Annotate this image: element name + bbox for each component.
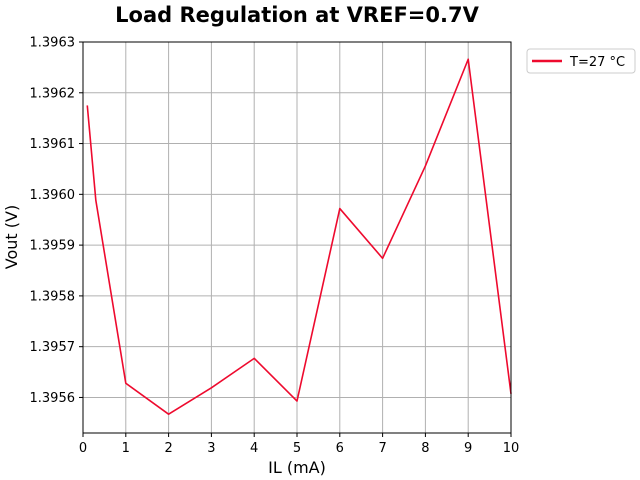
grid <box>82 41 512 433</box>
data-point <box>296 400 298 402</box>
legend-box <box>526 48 636 74</box>
y-tick-label: 1.3959 <box>30 239 76 254</box>
y-tick-label: 1.3963 <box>30 36 76 51</box>
data-point <box>424 165 426 167</box>
data-point <box>467 58 469 60</box>
series-layer <box>86 58 512 416</box>
y-axis-ticks: 1.3956 1.3957 1.3958 1.3959 1.3960 1.3961 1.39… <box>30 36 83 406</box>
y-axis-label: Vout (V) <box>2 205 21 269</box>
series-line <box>86 58 512 416</box>
legend-label: T=27 °C <box>569 55 625 70</box>
x-tick-label: 0 <box>79 441 87 456</box>
y-tick-label: 1.3960 <box>30 188 76 203</box>
y-tick-label: 1.3962 <box>30 86 76 101</box>
x-tick-label: 5 <box>293 441 301 456</box>
data-point <box>253 357 255 359</box>
y-tick-label: 1.3956 <box>30 391 76 406</box>
x-axis-label: IL (mA) <box>268 458 326 477</box>
x-axis-ticks: 0 1 2 3 4 5 6 7 8 9 10 <box>79 433 519 456</box>
data-point <box>382 257 384 259</box>
legend: T=27 °C <box>526 48 636 74</box>
x-tick-label: 2 <box>164 441 172 456</box>
y-tick-label: 1.3958 <box>30 289 76 304</box>
data-point <box>339 208 341 210</box>
y-tick-label: 1.3957 <box>30 340 76 355</box>
data-point <box>86 104 88 106</box>
data-point <box>210 387 212 389</box>
x-tick-label: 3 <box>207 441 215 456</box>
y-tick-label: 1.3961 <box>30 137 76 152</box>
data-point <box>168 413 170 415</box>
chart-title: Load Regulation at VREF=0.7V <box>115 3 479 27</box>
x-tick-label: 1 <box>122 441 130 456</box>
data-point <box>125 382 127 384</box>
x-tick-label: 10 <box>503 441 520 456</box>
x-tick-label: 8 <box>421 441 429 456</box>
x-tick-label: 9 <box>464 441 472 456</box>
data-point <box>95 199 97 201</box>
x-tick-label: 7 <box>378 441 386 456</box>
x-tick-label: 4 <box>250 441 258 456</box>
x-tick-label: 6 <box>336 441 344 456</box>
